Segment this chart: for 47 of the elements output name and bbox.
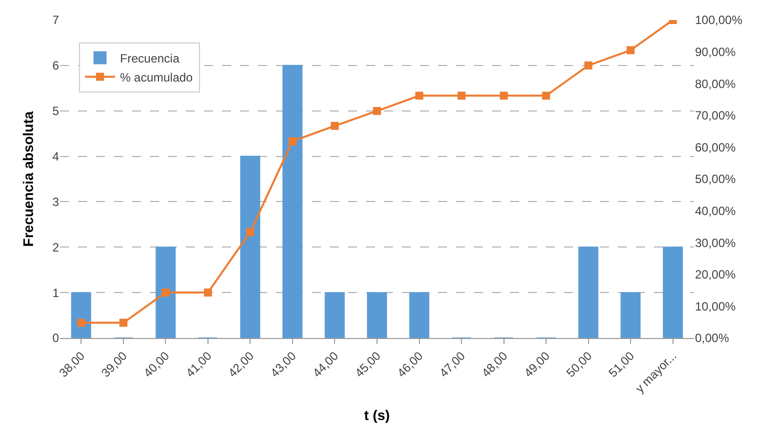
point <box>458 92 466 100</box>
bar <box>620 292 641 338</box>
bar <box>578 246 598 338</box>
point <box>626 46 635 54</box>
y2-tick-label: 20,00% <box>695 268 736 282</box>
point <box>415 92 424 100</box>
y-tick-label: 4 <box>52 149 60 164</box>
y-tick-label: 3 <box>52 194 60 209</box>
y2-tick-label: 30,00% <box>695 236 736 250</box>
bar <box>409 292 430 338</box>
bar <box>366 292 388 338</box>
y2-tick-label: 0,00% <box>695 331 730 346</box>
point <box>542 92 550 100</box>
y-axis-title: Frecuencia absoluta <box>20 111 36 247</box>
legend-label: % acumulado <box>120 70 194 84</box>
y2-tick-label: 10,00% <box>695 299 736 314</box>
y-tick-label: 2 <box>52 240 60 254</box>
y2-tick-label: 40,00% <box>695 204 736 218</box>
bar <box>662 246 683 338</box>
y2-tick-label: 80,00% <box>695 76 736 91</box>
point <box>330 122 339 130</box>
point <box>500 92 508 100</box>
bar <box>324 292 345 338</box>
y2-tick-label: 50,00% <box>695 172 736 186</box>
x-axis-title: t (s) <box>364 406 390 423</box>
point <box>288 137 296 146</box>
point <box>584 61 592 70</box>
y2-tick-label: 100,00% <box>695 13 743 28</box>
point <box>119 318 128 327</box>
point <box>373 106 381 115</box>
y2-tick-label: 70,00% <box>695 108 736 123</box>
y-tick-label: 1 <box>52 286 60 300</box>
y-tick-label: 7 <box>52 13 60 28</box>
point <box>162 288 170 297</box>
bar <box>71 292 92 338</box>
y-tick-label: 6 <box>52 58 60 73</box>
y2-tick-label: 90,00% <box>695 45 736 59</box>
bar <box>240 156 260 338</box>
point <box>204 288 212 297</box>
bar <box>156 246 176 338</box>
point <box>246 228 254 236</box>
y-tick-label: 5 <box>52 104 60 118</box>
y-tick-label: 0 <box>52 331 60 346</box>
legend-label: Frecuencia <box>120 51 180 66</box>
y2-tick-label: 60,00% <box>695 140 736 154</box>
point <box>77 318 86 327</box>
bar <box>282 64 302 338</box>
